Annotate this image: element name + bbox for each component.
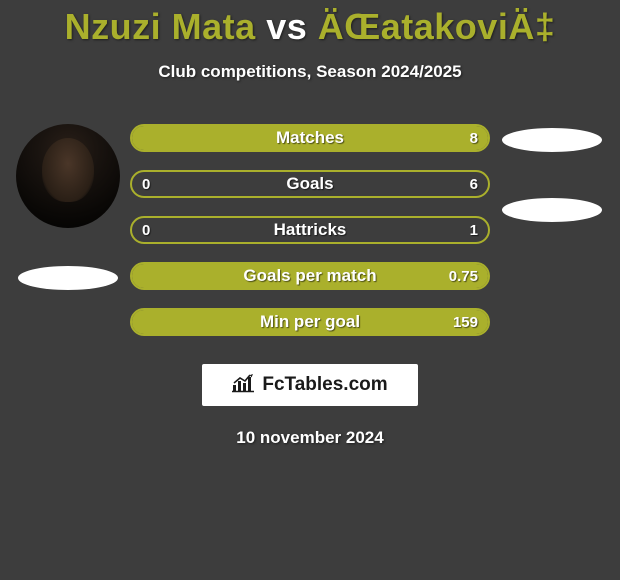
- bar-value-right: 1: [470, 218, 478, 242]
- stat-bar: 0 1Hattricks: [130, 216, 490, 244]
- subtitle: Club competitions, Season 2024/2025: [0, 62, 620, 82]
- bar-value-left: 0: [142, 218, 150, 242]
- player2-name-pill-1: [502, 128, 602, 152]
- logo-chart-icon: [232, 373, 256, 398]
- bar-value-right: 159: [453, 310, 478, 334]
- title-player2: ÄŒatakoviÄ‡: [318, 6, 556, 47]
- stat-bars: 8Matches06Goals01Hattricks0.75Goals per …: [128, 124, 492, 336]
- player2-name-pill-2: [502, 198, 602, 222]
- title-vs: vs: [266, 6, 307, 47]
- content-row: 8Matches06Goals01Hattricks0.75Goals per …: [0, 124, 620, 336]
- bar-fill-right: [132, 126, 488, 150]
- bar-fill-right: [132, 310, 488, 334]
- logo-box: FcTables.com: [202, 364, 418, 406]
- player1-side: [8, 124, 128, 336]
- bar-label: Goals: [132, 172, 488, 196]
- stat-bar: 0 6Goals: [130, 170, 490, 198]
- avatar-face: [42, 138, 94, 202]
- stat-bar: 0.75Goals per match: [130, 262, 490, 290]
- bar-fill-right: [132, 264, 488, 288]
- bar-label: Hattricks: [132, 218, 488, 242]
- stat-bar: 8Matches: [130, 124, 490, 152]
- bar-value-right: 8: [470, 126, 478, 150]
- bar-value-right: 0.75: [449, 264, 478, 288]
- player1-avatar: [16, 124, 120, 228]
- title-player1: Nzuzi Mata: [65, 6, 256, 47]
- page-title: Nzuzi Mata vs ÄŒatakoviÄ‡: [0, 0, 620, 48]
- bar-value-right: 6: [470, 172, 478, 196]
- comparison-card: Nzuzi Mata vs ÄŒatakoviÄ‡ Club competiti…: [0, 0, 620, 580]
- bar-value-left: 0: [142, 172, 150, 196]
- logo-text: FcTables.com: [262, 374, 387, 396]
- stat-bar: 159Min per goal: [130, 308, 490, 336]
- player1-name-pill: [18, 266, 118, 290]
- player2-side: [492, 124, 612, 336]
- date-text: 10 november 2024: [0, 428, 620, 448]
